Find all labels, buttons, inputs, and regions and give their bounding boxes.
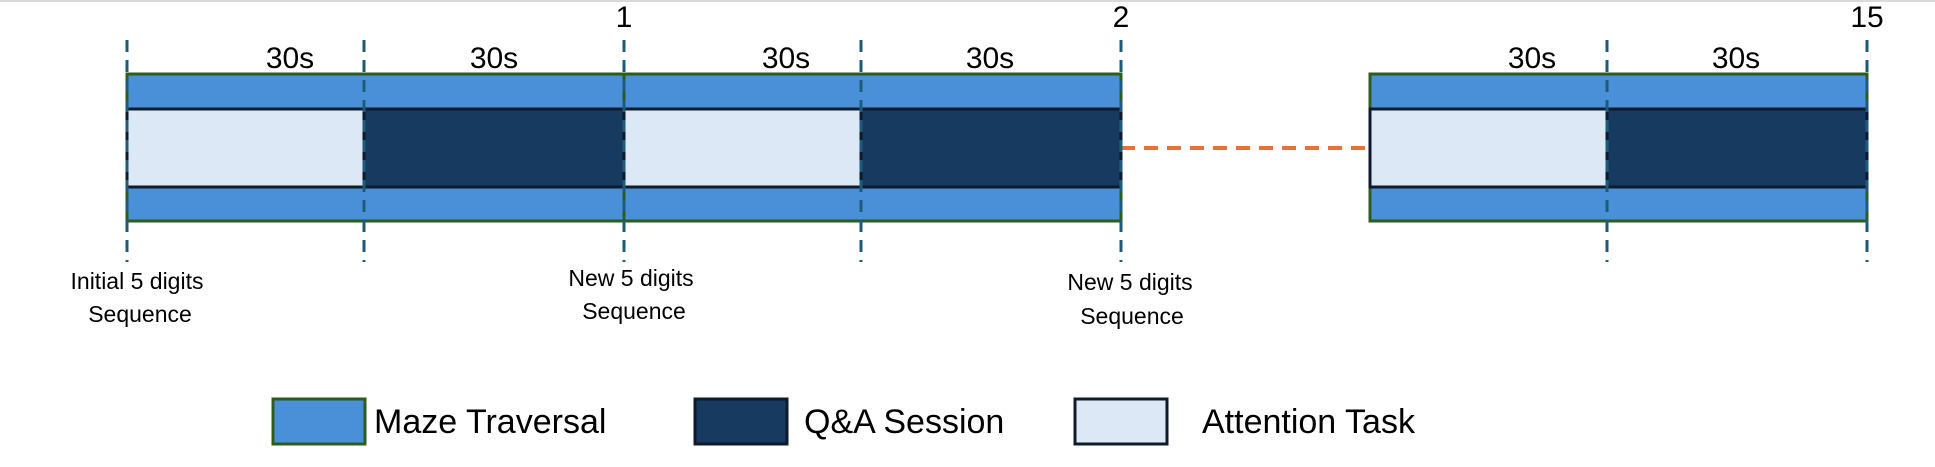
legend-swatch-qa xyxy=(693,397,789,446)
qa-session-block xyxy=(362,107,626,189)
sequence-annotation-line2: Sequence xyxy=(582,298,686,324)
round-label: 1 xyxy=(616,1,633,34)
sequence-annotation-line1: New 5 digits xyxy=(568,265,693,291)
legend-label: Q&A Session xyxy=(804,403,1004,441)
qa-session-block xyxy=(1605,107,1869,189)
sequence-annotation-line1: Initial 5 digits xyxy=(71,268,204,294)
time-markers xyxy=(125,40,1869,262)
legend-swatch-maze xyxy=(271,397,367,446)
sequence-annotations: Initial 5 digits Sequence New 5 digits S… xyxy=(71,265,1193,329)
attention-task-block xyxy=(125,107,366,189)
attention-task-block xyxy=(622,107,863,189)
duration-label: 30s xyxy=(470,42,518,75)
legend-swatch-attention xyxy=(1073,397,1169,446)
legend-label: Attention Task xyxy=(1202,403,1416,441)
legend-item-maze: Maze Traversal xyxy=(271,397,606,446)
legend-item-attention: Attention Task xyxy=(1073,397,1416,446)
attention-task-block xyxy=(1368,107,1609,189)
sequence-annotation-line2: Sequence xyxy=(1080,303,1184,329)
round-label: 15 xyxy=(1850,1,1883,34)
duration-label: 30s xyxy=(966,42,1014,75)
qa-session-block xyxy=(859,107,1123,189)
duration-label: 30s xyxy=(1712,42,1760,75)
duration-labels: 30s 30s 30s 30s 30s 30s xyxy=(266,42,1760,75)
round-labels: 1 2 15 xyxy=(616,1,1884,34)
sequence-annotation-line1: New 5 digits xyxy=(1067,269,1192,295)
round-label: 2 xyxy=(1113,1,1130,34)
legend: Maze Traversal Q&A Session Attention Tas… xyxy=(271,397,1416,446)
duration-label: 30s xyxy=(1508,42,1556,75)
duration-label: 30s xyxy=(762,42,810,75)
sequence-annotation-line2: Sequence xyxy=(88,301,192,327)
duration-label: 30s xyxy=(266,42,314,75)
legend-label: Maze Traversal xyxy=(374,403,606,441)
legend-item-qa: Q&A Session xyxy=(693,397,1004,446)
